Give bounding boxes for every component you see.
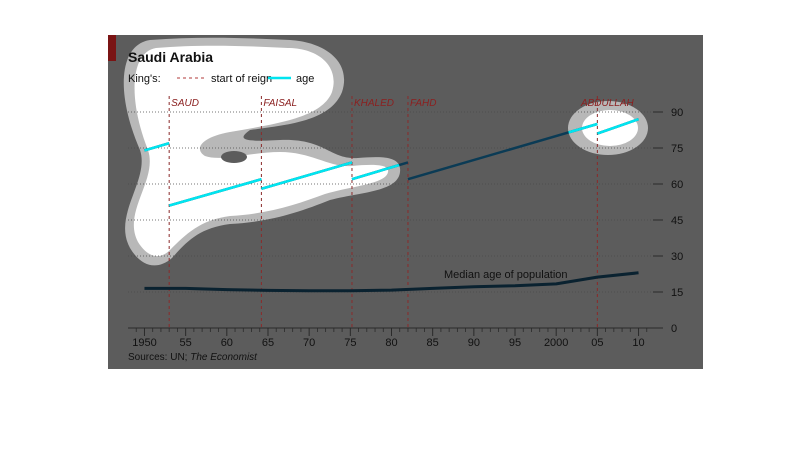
median-age-line — [144, 271, 639, 293]
x-tick-label-65: 65 — [262, 337, 274, 349]
x-tick-label-80: 80 — [385, 337, 397, 349]
king-age-series — [144, 118, 639, 207]
source-note: Sources: UN; The Economist — [128, 352, 258, 363]
median-age-series — [144, 271, 639, 293]
age-line-khaled — [351, 161, 409, 181]
y-tick-label-45: 45 — [671, 215, 683, 227]
x-tick-label-55: 55 — [180, 337, 192, 349]
x-tick-label-75: 75 — [344, 337, 356, 349]
king-label-khaled: KHALED — [354, 98, 394, 109]
age-line-saud — [168, 177, 262, 207]
x-tick-label-70: 70 — [303, 337, 315, 349]
grid-layer — [128, 111, 663, 293]
age-line-pre-saud — [144, 141, 170, 152]
x-tick-label-60: 60 — [221, 337, 233, 349]
y-axis: 0 15 30 45 60 75 90 — [653, 107, 683, 335]
x-tick-label-95: 95 — [509, 337, 521, 349]
chart-title: Saudi Arabia — [128, 49, 213, 65]
y-tick-label-90: 90 — [671, 107, 683, 119]
king-label-abdullah: ABDULLAH — [580, 98, 635, 109]
king-label-saud: SAUD — [171, 98, 199, 109]
y-tick-label-15: 15 — [671, 287, 683, 299]
source-prefix: Sources: UN; — [128, 352, 190, 363]
age-line-dark-fahd — [407, 122, 598, 181]
x-tick-label-1950: 1950 — [132, 337, 156, 349]
blob-overlay — [123, 37, 648, 266]
blob-main — [133, 45, 389, 257]
x-tick-label-85: 85 — [427, 337, 439, 349]
legend-label-reign: start of reign — [211, 73, 272, 85]
y-tick-label-0: 0 — [671, 323, 677, 335]
king-label-fahd: FAHD — [410, 98, 436, 109]
age-line-abdullah — [596, 118, 639, 135]
y-tick-label-30: 30 — [671, 251, 683, 263]
y-tick-label-60: 60 — [671, 179, 683, 191]
legend: King's: start of reign age — [128, 73, 314, 85]
x-tick-label-05: 05 — [591, 337, 603, 349]
age-line-faisal — [261, 161, 353, 191]
legend-label-age: age — [296, 73, 314, 85]
reign-lines: SAUD FAISAL KHALED FAHD ABDULLAH — [168, 96, 635, 328]
median-age-label: Median age of population — [444, 269, 568, 281]
x-tick-label-10: 10 — [632, 337, 644, 349]
y-tick-label-75: 75 — [671, 143, 683, 155]
king-label-faisal: FAISAL — [263, 98, 297, 109]
x-tick-label-90: 90 — [468, 337, 480, 349]
accent-bar — [108, 35, 116, 61]
legend-prefix: King's: — [128, 73, 161, 85]
x-tick-label-2000: 2000 — [544, 337, 568, 349]
blob-hole — [221, 151, 247, 163]
source-italic: The Economist — [190, 352, 258, 363]
x-axis: 1950 55 60 65 70 75 80 85 90 95 2000 05 10 — [128, 327, 655, 349]
